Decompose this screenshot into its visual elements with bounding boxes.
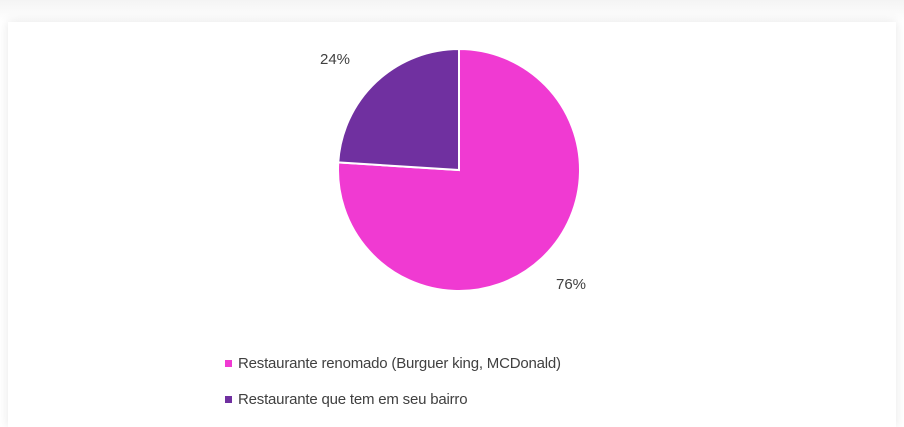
legend-swatch-renomado (225, 359, 232, 367)
legend-label-bairro: Restaurante que tem em seu bairro (238, 390, 468, 408)
legend-swatch-bairro (225, 395, 232, 403)
pie-slice-bairro (337, 47, 460, 172)
data-label-renomado: 76% (556, 276, 586, 293)
legend-item-renomado: Restaurante renomado (Burguer king, MCDo… (225, 350, 561, 376)
legend-item-bairro: Restaurante que tem em seu bairro (225, 386, 561, 412)
data-label-bairro: 24% (320, 51, 350, 68)
legend-label-renomado: Restaurante renomado (Burguer king, MCDo… (238, 354, 561, 372)
legend: Restaurante renomado (Burguer king, MCDo… (225, 350, 561, 422)
